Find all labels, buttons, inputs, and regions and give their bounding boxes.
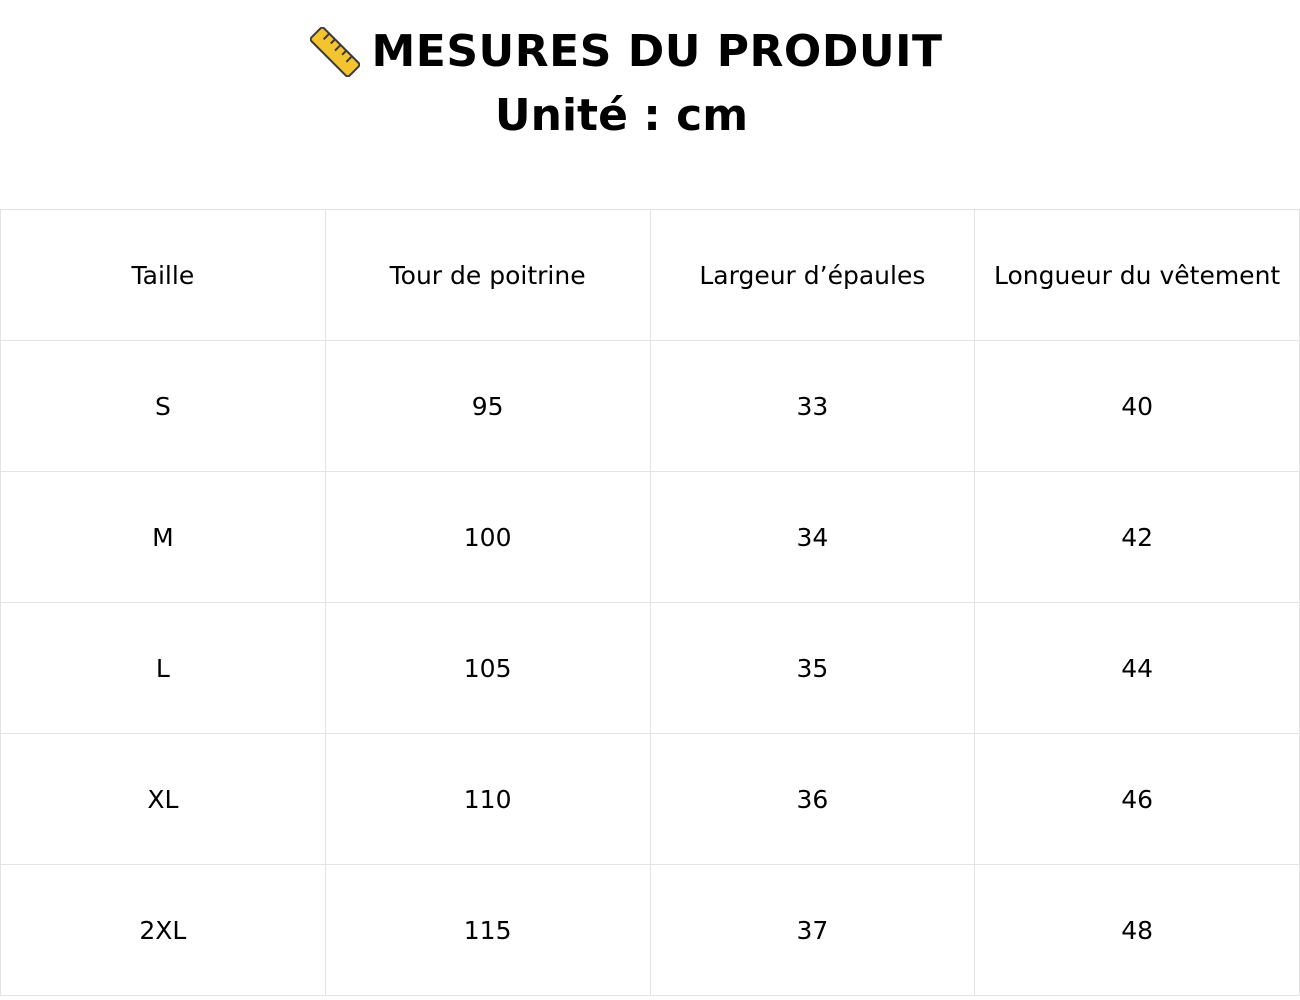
- table-row: 2XL 115 37 48: [0, 864, 1300, 996]
- table-row: L 105 35 44: [0, 602, 1300, 734]
- table-cell: 48: [974, 864, 1300, 996]
- table-cell: 95: [324, 340, 651, 472]
- table-cell: 40: [974, 340, 1300, 472]
- table-cell: 33: [649, 340, 976, 472]
- column-header: Taille: [0, 209, 326, 341]
- title: MESURES DU PRODUIT: [371, 26, 943, 77]
- subtitle: Unité : cm: [494, 90, 749, 141]
- table-cell: XL: [0, 733, 326, 865]
- title-row: MESURES DU PRODUIT: [0, 26, 1252, 77]
- column-header: Longueur du vêtement: [974, 209, 1300, 341]
- table-cell: 110: [324, 733, 651, 865]
- table-cell: 46: [974, 733, 1300, 865]
- column-header: Largeur d’épaules: [649, 209, 976, 341]
- table-cell: 105: [324, 602, 651, 734]
- table-cell: 37: [649, 864, 976, 996]
- table-cell: 2XL: [0, 864, 326, 996]
- measurements-table: Taille Tour de poitrine Largeur d’épaules L…: [0, 209, 1300, 996]
- table-cell: 35: [649, 602, 976, 734]
- header-row: Taille Tour de poitrine Largeur d’épaules L…: [0, 209, 1300, 341]
- table-cell: 44: [974, 602, 1300, 734]
- table-row: S 95 33 40: [0, 340, 1300, 472]
- table-cell: L: [0, 602, 326, 734]
- table-cell: 100: [324, 471, 651, 603]
- table-cell: 34: [649, 471, 976, 603]
- column-header: Tour de poitrine: [324, 209, 651, 341]
- table-cell: 36: [649, 733, 976, 865]
- table-cell: S: [0, 340, 326, 472]
- table-cell: M: [0, 471, 326, 603]
- ruler-icon: [309, 26, 360, 77]
- table-row: XL 110 36 46: [0, 733, 1300, 865]
- table-cell: 42: [974, 471, 1300, 603]
- table-row: M 100 34 42: [0, 471, 1300, 603]
- table-cell: 115: [324, 864, 651, 996]
